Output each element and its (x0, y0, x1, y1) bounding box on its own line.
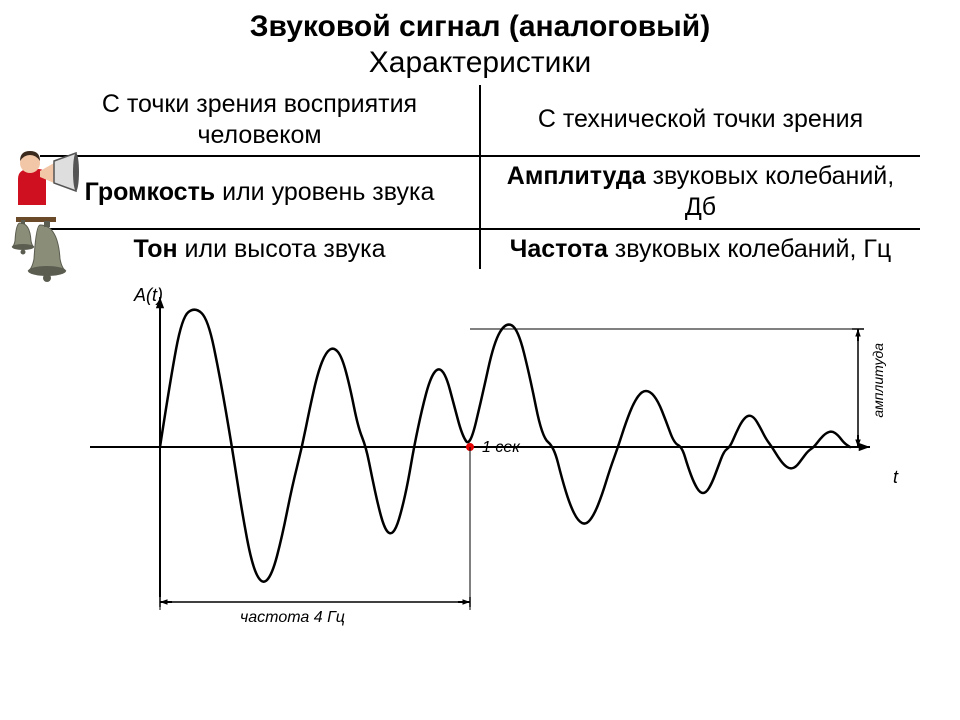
loudness-rest: или уровень звука (215, 178, 434, 206)
tone-rest: или высота звука (178, 235, 386, 263)
bells-icon (10, 215, 80, 287)
one-second-label: 1 сек (482, 439, 520, 457)
table-cell-frequency: Частота звуковых колебаний, Гц (480, 229, 920, 269)
frequency-rest: звуковых колебаний, Гц (608, 235, 891, 263)
table-head-left: С точки зрения восприятия человеком (40, 85, 480, 157)
waveform-svg (70, 287, 890, 627)
loudness-bold: Громкость (85, 178, 216, 206)
table-cell-tone: Тон или высота звука (40, 229, 480, 269)
amplitude-bold: Амплитуда (507, 162, 646, 190)
x-axis-label: t (893, 467, 898, 488)
characteristics-table: С точки зрения восприятия человеком С те… (40, 85, 920, 269)
table-cell-loudness: Громкость или уровень звука (40, 156, 480, 229)
table-head-right: С технической точки зрения (480, 85, 920, 157)
table-cell-amplitude: Амплитуда звуковых колебаний, Дб (480, 156, 920, 229)
frequency-annotation: частота 4 Гц (240, 609, 345, 627)
y-axis-label: A(t) (134, 285, 163, 306)
page-title: Звуковой сигнал (аналоговый) (0, 0, 960, 46)
page-subtitle: Характеристики (0, 46, 960, 85)
amplitude-rest: звуковых колебаний, Дб (646, 162, 895, 221)
tone-bold: Тон (134, 235, 178, 263)
amplitude-annotation: амплитуда (870, 343, 886, 418)
megaphone-person-icon (10, 147, 80, 207)
waveform-chart: A(t) t 1 сек частота 4 Гц амплитуда (70, 287, 890, 627)
frequency-bold: Частота (510, 235, 608, 263)
